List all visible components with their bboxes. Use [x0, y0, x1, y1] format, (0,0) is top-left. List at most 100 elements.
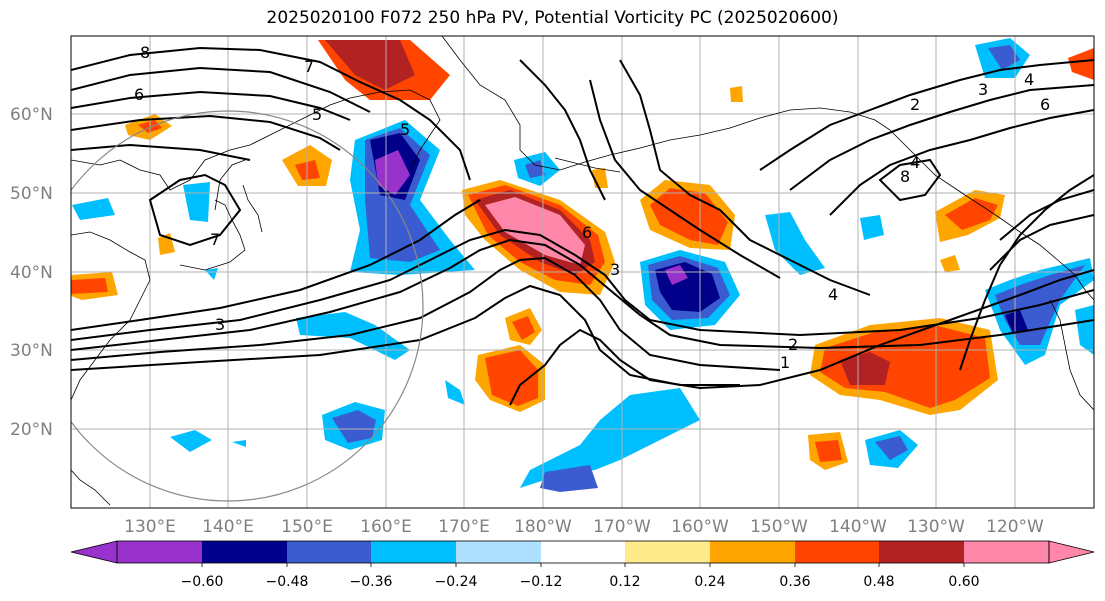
contour-label: 8 — [140, 43, 150, 62]
pv-negative-region — [183, 182, 210, 222]
lon-label: 150°W — [750, 517, 808, 537]
pv-positive-region — [650, 188, 728, 245]
contour-label: 8 — [900, 167, 910, 186]
latitude-labels: 60°N 50°N 40°N 30°N 20°N — [10, 105, 53, 440]
pv-negative-region — [72, 198, 115, 220]
chart-title: 2025020100 F072 250 hPa PV, Potential Vo… — [266, 8, 839, 28]
colorbar-label: −0.36 — [350, 574, 393, 590]
graticule — [71, 36, 1094, 508]
pv-positive-region — [945, 198, 998, 230]
pv-negative-region — [170, 430, 212, 452]
pv-negative-region — [445, 380, 465, 405]
pv-positive-region — [840, 352, 890, 385]
pv-anomaly-fills — [71, 38, 1094, 492]
colorbar-label: −0.12 — [520, 574, 563, 590]
colorbar-bin — [964, 541, 1049, 563]
pv-negative-region — [375, 150, 410, 195]
lon-label: 170°W — [593, 517, 651, 537]
lon-label: 140°W — [829, 517, 887, 537]
lat-label: 30°N — [10, 341, 53, 361]
pv-negative-region — [1005, 310, 1028, 332]
lon-label: 140°E — [202, 517, 254, 537]
pv-positive-region — [71, 278, 108, 294]
pv-positive-region — [940, 255, 960, 272]
pv-negative-region — [875, 436, 908, 460]
contour-label: 5 — [400, 120, 410, 139]
pv-negative-region — [525, 160, 545, 178]
pv-positive-region — [512, 316, 535, 340]
colorbar-label: 0.60 — [948, 574, 979, 590]
pv-negative-region — [860, 215, 884, 240]
colorbar-bin — [625, 541, 710, 563]
pv-positive-region — [1068, 48, 1094, 80]
contour-label: 6 — [582, 223, 592, 242]
contour-label: 3 — [215, 315, 225, 334]
contour-label: 6 — [134, 85, 144, 104]
coastlines — [71, 36, 1094, 506]
colorbar-bin — [117, 541, 202, 563]
colorbar-bin — [456, 541, 541, 563]
pv-positive-region — [485, 350, 538, 406]
lon-label: 130°W — [907, 517, 965, 537]
contour-label: 7 — [304, 57, 314, 76]
lon-label: 160°W — [671, 517, 729, 537]
contour-label: 3 — [610, 260, 620, 279]
colorbar-label: −0.48 — [266, 574, 309, 590]
pv-negative-region — [232, 440, 246, 447]
colorbar-bin — [371, 541, 456, 563]
pv-positive-region — [730, 86, 743, 102]
lon-label: 180°W — [514, 517, 572, 537]
colorbar-label: 0.36 — [779, 574, 810, 590]
range-circle — [71, 110, 424, 502]
pv-positive-region — [325, 40, 415, 90]
longitude-labels: 130°E 140°E 150°E 160°E 170°E 180°W 170°… — [124, 517, 1044, 537]
colorbar-bin — [879, 541, 964, 563]
pv-negative-region — [765, 212, 825, 275]
colorbar-bin — [795, 541, 879, 563]
pv-negative-region — [296, 312, 410, 360]
colorbar-label: −0.24 — [435, 574, 478, 590]
lon-label: 120°W — [986, 517, 1044, 537]
colorbar-frame — [116, 540, 1050, 564]
colorbar-label: 0.48 — [863, 574, 894, 590]
colorbar-extend-low — [70, 540, 118, 564]
pv-negative-region — [540, 465, 598, 492]
contour-label: 3 — [978, 80, 988, 99]
colorbar-label: 0.12 — [609, 574, 640, 590]
pv-positive-region — [815, 440, 842, 462]
pv-negative-region — [665, 265, 688, 285]
contour-label: 2 — [788, 335, 798, 354]
map-panel: 8 7 6 5 7 3 6 5 4 3 2 1 2 3 4 6 8 4 — [71, 36, 1094, 508]
pv-negative-region — [520, 388, 700, 488]
colorbar-label: −0.60 — [181, 574, 224, 590]
contour-label: 6 — [1040, 95, 1050, 114]
lon-label: 160°E — [360, 517, 412, 537]
lat-label: 60°N — [10, 105, 53, 125]
contour-labels: 8 7 6 5 7 3 6 5 4 3 2 1 2 3 4 6 8 4 — [134, 43, 1050, 372]
pv-positive-region — [485, 197, 585, 265]
contour-label: 1 — [780, 353, 790, 372]
colorbar-extend-high — [1048, 540, 1095, 564]
lon-label: 170°E — [438, 517, 490, 537]
contour-label: 5 — [312, 105, 322, 124]
pv-negative-region — [1075, 305, 1094, 355]
contour-label: 2 — [910, 95, 920, 114]
colorbar-bin — [541, 541, 625, 563]
pv-negative-region — [332, 410, 376, 443]
colorbar-bin — [287, 541, 371, 563]
colorbar-bin — [710, 541, 795, 563]
pv-negative-region — [205, 268, 218, 280]
pv-negative-region — [988, 45, 1020, 70]
contour-label: 4 — [828, 285, 838, 304]
map-frame — [70, 35, 1095, 509]
contour-label: 7 — [210, 230, 220, 249]
pv-contours — [71, 46, 1094, 406]
colorbar-bin — [202, 541, 287, 563]
lat-label: 40°N — [10, 263, 53, 283]
colorbar-label: 0.24 — [694, 574, 725, 590]
colorbar: −0.60 −0.48 −0.36 −0.24 −0.12 0.12 0.24 … — [70, 540, 1095, 590]
lat-label: 50°N — [10, 184, 53, 204]
contour-label: 4 — [910, 153, 920, 172]
lat-label: 20°N — [10, 420, 53, 440]
